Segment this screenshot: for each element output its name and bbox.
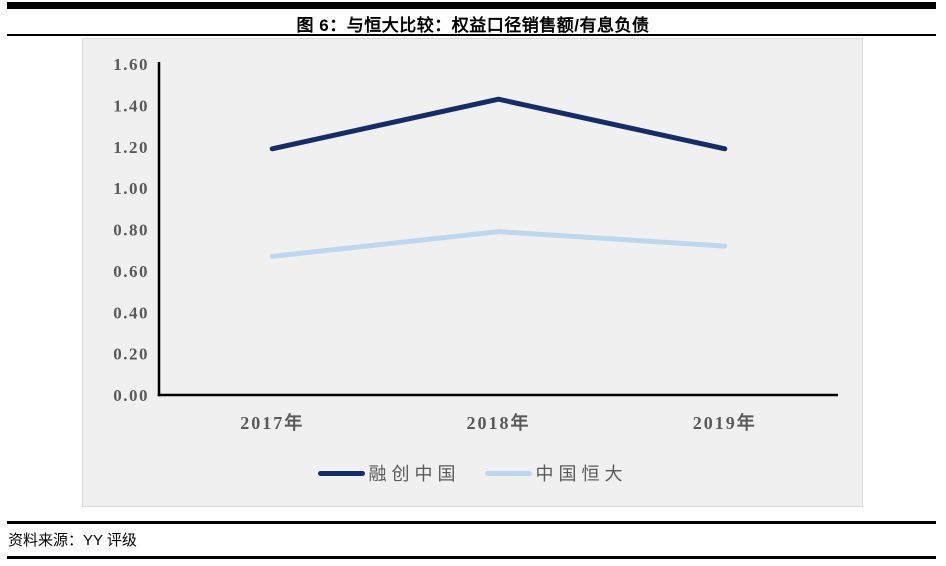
x-axis-category-label: 2017年: [240, 412, 304, 433]
legend-label-evergrande: 中国恒大: [535, 464, 628, 484]
chart-legend: 融创中国 中国恒大: [83, 460, 862, 486]
line-chart: 1.60 1.40 1.20 1.00 0.80 0.60 0.40 0.20 0.00 2017…: [113, 55, 838, 433]
chart-panel: 1.60 1.40 1.20 1.00 0.80 0.60 0.40 0.20 0.00 2017…: [82, 38, 863, 507]
y-axis-tick-label: 0.20: [113, 345, 149, 364]
top-divider-bar: [7, 2, 936, 9]
series-line-sunac: [269, 96, 728, 152]
x-axis-category-label: 2018年: [467, 412, 531, 433]
y-axis-tick-label: 1.60: [113, 55, 149, 74]
legend-line-swatch-evergrande: [484, 470, 532, 476]
y-axis-tick-label: 0.60: [113, 262, 149, 281]
series-line-evergrande: [269, 229, 728, 259]
legend-item-sunac: 融创中国: [317, 460, 461, 486]
y-axis-tick-label: 1.00: [113, 179, 149, 198]
legend-item-evergrande: 中国恒大: [484, 460, 628, 486]
y-axis-tick-label: 0.40: [113, 303, 149, 322]
x-axis-category-label: 2019年: [693, 412, 757, 433]
footer-top-rule: [7, 521, 936, 524]
y-axis-tick-label: 0.00: [113, 386, 149, 405]
y-axis-tick-label: 0.80: [113, 221, 149, 240]
figure-title: 图 6：与恒大比较：权益口径销售额/有息负债: [296, 16, 650, 35]
source-note: 资料来源：YY 评级: [8, 532, 137, 549]
y-axis-tick-label: 1.20: [113, 138, 149, 157]
y-axis-tick-label: 1.40: [113, 96, 149, 115]
title-underline-rule: [7, 34, 936, 36]
footer-bottom-rule: [7, 556, 936, 559]
legend-label-sunac: 融创中国: [368, 464, 461, 484]
legend-line-swatch-sunac: [317, 470, 365, 476]
